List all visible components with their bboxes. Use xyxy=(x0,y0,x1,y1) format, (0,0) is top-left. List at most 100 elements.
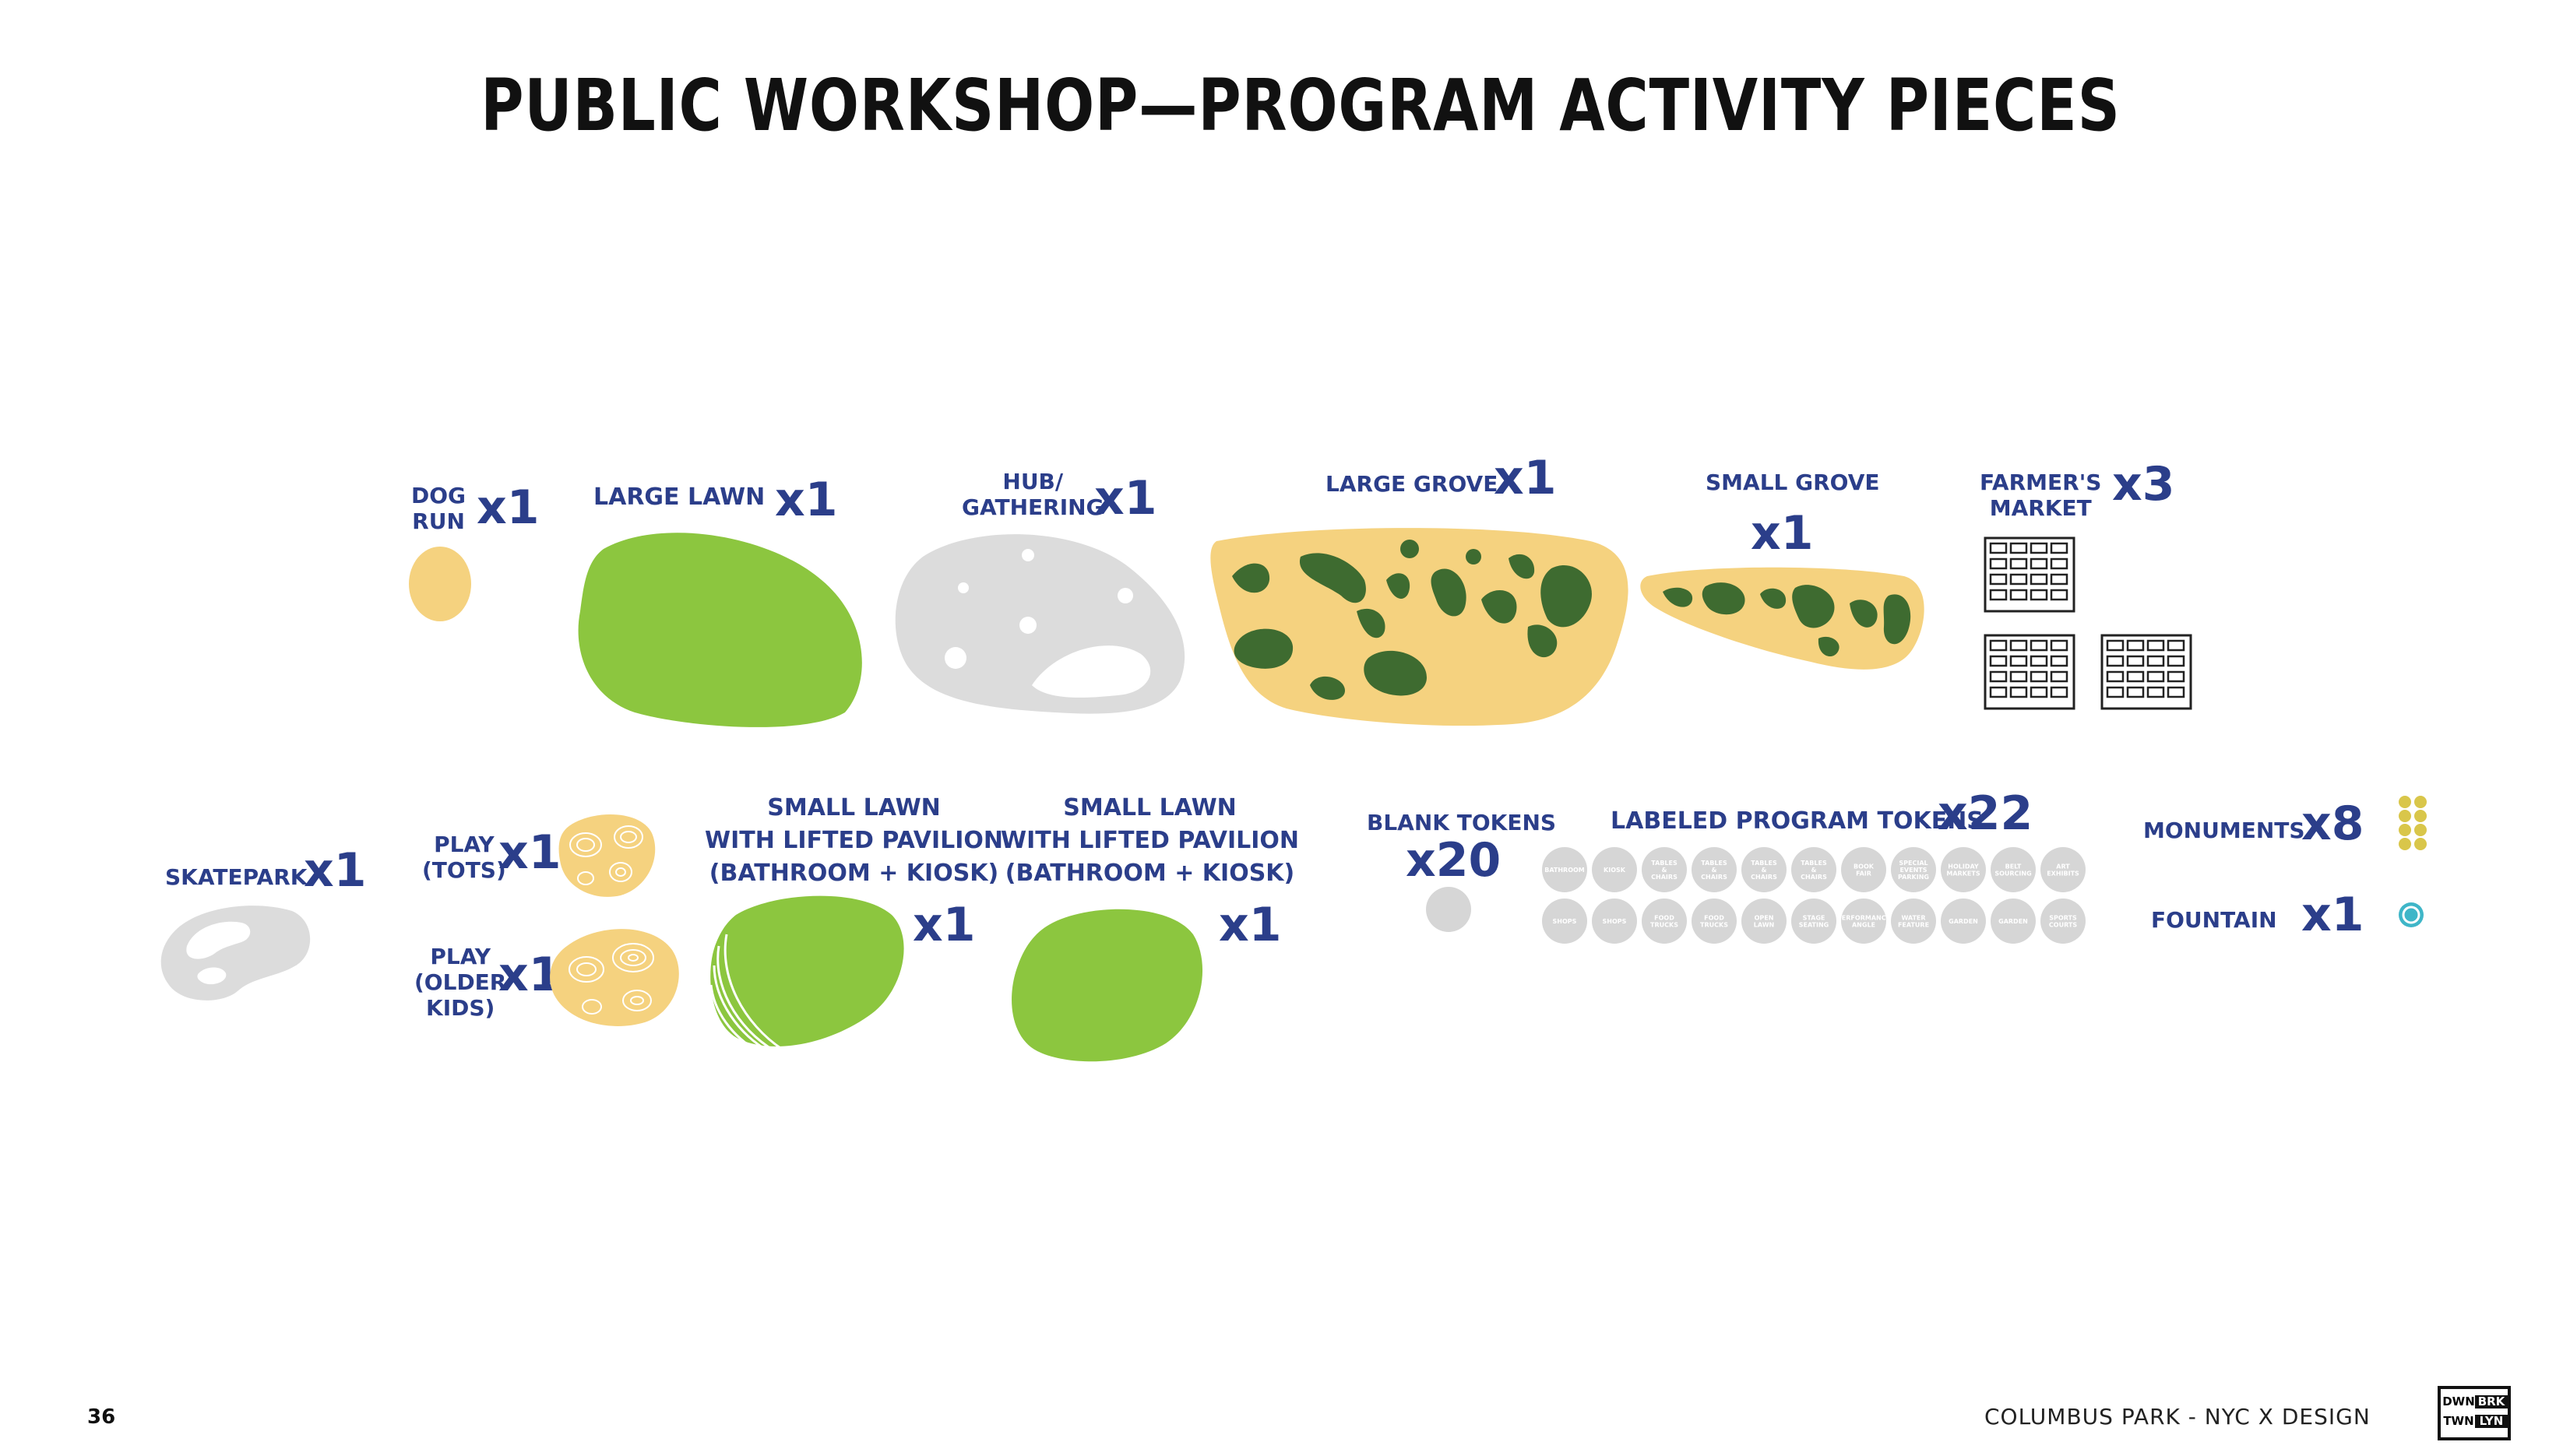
dog-run-count: x1 xyxy=(477,480,540,535)
large-grove-label: LARGE GROVE xyxy=(1325,471,1498,497)
program-token-label: CHAIRS xyxy=(1801,874,1827,881)
farmers-market-grid-2[interactable] xyxy=(1984,634,2075,710)
play-tots-count: x1 xyxy=(498,825,562,880)
play-tots-piece[interactable] xyxy=(554,810,657,899)
program-token-label: PERFORMANCE xyxy=(1837,915,1890,922)
program-token-label: FAIR xyxy=(1856,870,1871,877)
logo-text-d: LYN xyxy=(2475,1415,2508,1428)
program-token[interactable]: TABLES&CHAIRS xyxy=(1642,847,1687,892)
program-token-label: & xyxy=(1762,867,1767,874)
program-token[interactable]: GARDEN xyxy=(1941,899,1986,944)
program-token-label: PARKING xyxy=(1898,874,1929,881)
program-token-label: ART xyxy=(2056,863,2070,870)
program-token-label: EXHIBITS xyxy=(2047,870,2079,877)
program-token-label: CHAIRS xyxy=(1751,874,1777,881)
dog-run-label: DOG RUN xyxy=(411,483,466,534)
small-grove-count: x1 xyxy=(1751,506,1814,561)
program-token-label: & xyxy=(1662,867,1667,874)
program-token-label: SHOPS xyxy=(1553,918,1577,925)
small-lawn-1-piece[interactable] xyxy=(705,892,907,1055)
program-token[interactable]: TABLES&CHAIRS xyxy=(1741,847,1787,892)
program-token-label: BATHROOM xyxy=(1544,867,1585,874)
monuments-label: MONUMENTS xyxy=(2143,818,2305,843)
farmers-market-grid-3[interactable] xyxy=(2100,634,2192,710)
program-token-label: MARKETS xyxy=(1946,870,1980,877)
dog-run-piece[interactable] xyxy=(405,543,475,625)
program-token-label: BELT xyxy=(2005,863,2022,870)
program-token[interactable]: SHOPS xyxy=(1542,899,1587,944)
labeled-token-grid: BATHROOM KIOSKTABLES&CHAIRSTABLES&CHAIRST… xyxy=(1542,847,2086,944)
program-token-label: OPEN xyxy=(1755,915,1774,922)
small-grove-label: SMALL GROVE xyxy=(1706,470,1880,495)
skatepark-label: SKATEPARK xyxy=(165,864,308,890)
monuments-count: x8 xyxy=(2301,797,2364,851)
small-lawn-1-label: SMALL LAWN WITH LIFTED PAVILION (BATHROO… xyxy=(705,794,1004,887)
farmers-market-count: x3 xyxy=(2112,457,2175,512)
page-number: 36 xyxy=(87,1405,116,1429)
program-token-label: TABLES xyxy=(1801,860,1827,867)
program-token-label: SEATING xyxy=(1799,922,1829,929)
program-token-label: SOURCING xyxy=(1994,870,2031,877)
program-token-label: & xyxy=(1712,867,1717,874)
monuments-piece[interactable] xyxy=(2397,794,2428,853)
program-token[interactable]: TABLES&CHAIRS xyxy=(1791,847,1836,892)
small-lawn-2-count: x1 xyxy=(1219,898,1282,952)
small-lawn-1-count: x1 xyxy=(913,898,976,952)
farmers-market-label: FARMER'S MARKET xyxy=(1980,470,2102,521)
program-token-label: GARDEN xyxy=(1998,918,2028,925)
program-token[interactable]: KIOSK xyxy=(1592,847,1637,892)
farmers-market-grid-1[interactable] xyxy=(1984,536,2075,613)
small-lawn-2-piece[interactable] xyxy=(1006,903,1209,1067)
program-token[interactable]: SHOPS xyxy=(1592,899,1637,944)
large-lawn-piece[interactable] xyxy=(572,526,876,728)
downtown-brooklyn-logo: DWN BRK TWN LYN xyxy=(2438,1386,2511,1440)
logo-text-b: BRK xyxy=(2475,1395,2508,1409)
blank-token[interactable] xyxy=(1425,886,1472,933)
small-grove-piece[interactable] xyxy=(1639,564,1928,673)
blank-tokens-count: x20 xyxy=(1406,833,1502,888)
program-token-label: TABLES xyxy=(1651,860,1678,867)
hub-piece[interactable] xyxy=(892,526,1192,720)
program-token-label: ANGLE xyxy=(1852,922,1875,929)
program-token-label: COURTS xyxy=(2049,922,2077,929)
program-token-label: STAGE xyxy=(1803,915,1825,922)
program-token[interactable]: TABLES&CHAIRS xyxy=(1692,847,1737,892)
program-token-label: CHAIRS xyxy=(1701,874,1727,881)
skatepark-piece[interactable] xyxy=(160,899,315,1004)
program-token[interactable]: BATHROOM xyxy=(1542,847,1587,892)
program-token-label: GARDEN xyxy=(1949,918,1978,925)
program-token[interactable]: GARDEN xyxy=(1991,899,2036,944)
large-grove-piece[interactable] xyxy=(1201,526,1633,730)
large-grove-count: x1 xyxy=(1494,451,1557,505)
small-lawn-2-label: SMALL LAWN WITH LIFTED PAVILION (BATHROO… xyxy=(1001,794,1300,887)
program-token-label: TABLES xyxy=(1751,860,1777,867)
program-token-label: TRUCKS xyxy=(1650,922,1678,929)
program-token-label: TRUCKS xyxy=(1700,922,1728,929)
play-tots-label: PLAY (TOTS) xyxy=(422,832,506,883)
program-token-label: KIOSK xyxy=(1604,867,1626,874)
program-token-label: CHAIRS xyxy=(1651,874,1678,881)
program-token-label: WATER xyxy=(1901,915,1925,922)
program-token-label: HOLIDAY xyxy=(1948,863,1979,870)
fountain-piece[interactable] xyxy=(2397,901,2425,929)
program-token-label: TABLES xyxy=(1701,860,1727,867)
program-token-label: FOOD xyxy=(1704,915,1724,922)
skatepark-count: x1 xyxy=(304,843,367,898)
play-older-piece[interactable] xyxy=(544,923,684,1028)
page-title: PUBLIC WORKSHOP—PROGRAM ACTIVITY PIECES xyxy=(481,64,2121,147)
footer-caption: COLUMBUS PARK - NYC X DESIGN xyxy=(1984,1404,2371,1430)
labeled-tokens-label: LABELED PROGRAM TOKENS xyxy=(1611,807,1984,835)
large-lawn-label: LARGE LAWN xyxy=(593,484,766,511)
